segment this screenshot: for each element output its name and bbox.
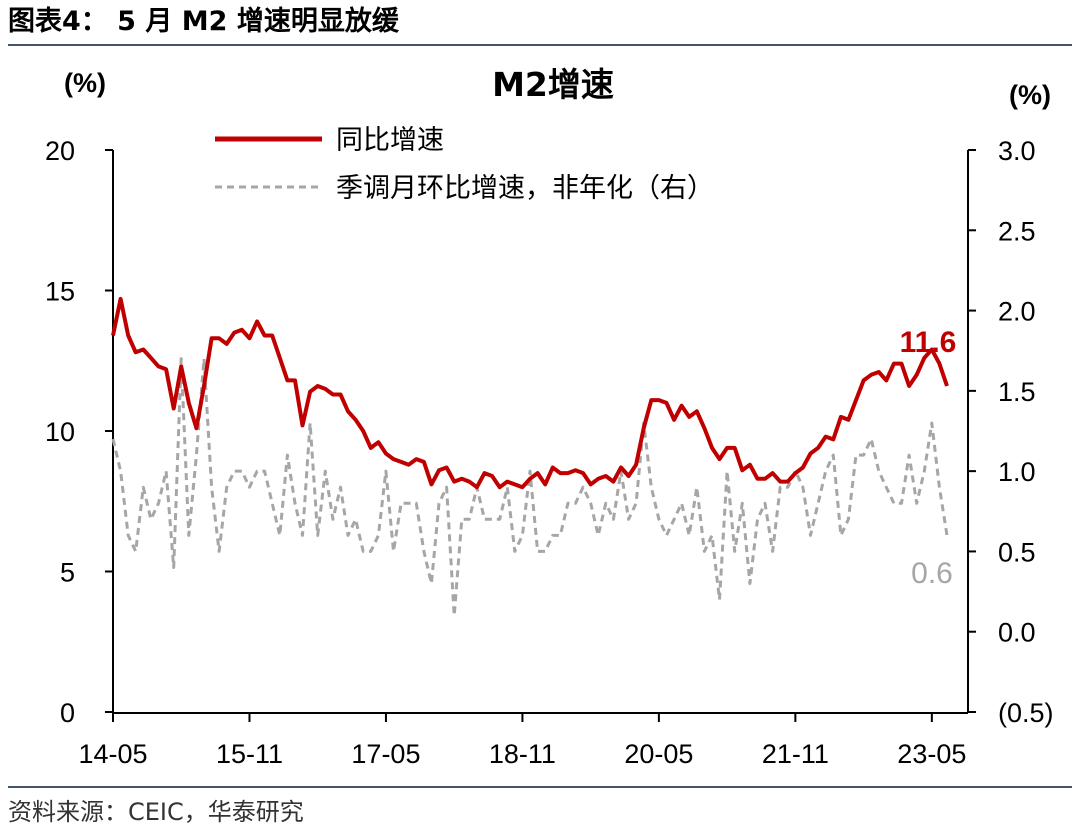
legend-label-yoy: 同比增速 [336, 125, 444, 156]
chart-title: M2增速 [492, 65, 614, 104]
series-yoy-line [111, 296, 949, 490]
mom-end-label: 0.6 [911, 557, 953, 590]
x-tick-label: 23-05 [897, 739, 966, 769]
right-tick-label: 2.0 [998, 297, 1036, 327]
x-tick-label: 20-05 [624, 739, 693, 769]
right-axis-unit: (%) [1009, 80, 1051, 110]
axes: 0 5 10 15 20 (0.5) 0.0 0.5 1.0 1.5 2.0 2.5 3.0 14-05 1… [45, 136, 1054, 769]
bottom-rule [8, 786, 1072, 788]
series-layer [111, 296, 949, 618]
x-tick-label: 15-11 [216, 739, 283, 769]
source-note: 资料来源：CEIC，华泰研究 [8, 798, 304, 826]
right-tick-label: 1.0 [998, 457, 1036, 487]
right-tick-label: 0.0 [998, 618, 1036, 648]
legend-label-mom: 季调月环比增速，非年化（右） [336, 173, 714, 204]
right-tick-label: 0.5 [998, 537, 1036, 567]
x-tick-label: 17-05 [351, 739, 420, 769]
x-tick-label: 18-11 [489, 739, 556, 769]
right-tick-label: 2.5 [998, 216, 1036, 246]
x-tick-label: 21-11 [762, 739, 829, 769]
legend: 同比增速 季调月环比增速，非年化（右） [215, 125, 714, 204]
left-tick-label: 15 [45, 277, 75, 307]
figure-title: 图表4： 5 月 M2 增速明显放缓 [8, 6, 399, 37]
series-mom-line [111, 357, 949, 618]
left-tick-label: 10 [45, 417, 75, 447]
right-tick-label: (0.5) [998, 698, 1054, 728]
x-tick-label: 14-05 [78, 739, 147, 769]
right-tick-label: 1.5 [998, 377, 1036, 407]
left-tick-label: 5 [60, 558, 75, 588]
yoy-end-label: 11.6 [900, 326, 957, 359]
left-tick-label: 0 [60, 698, 75, 728]
end-labels: 11.6 0.6 [900, 326, 957, 590]
left-axis-unit: (%) [64, 68, 106, 98]
left-tick-label: 20 [45, 136, 75, 166]
right-tick-label: 3.0 [998, 136, 1036, 166]
top-rule [8, 44, 1072, 46]
